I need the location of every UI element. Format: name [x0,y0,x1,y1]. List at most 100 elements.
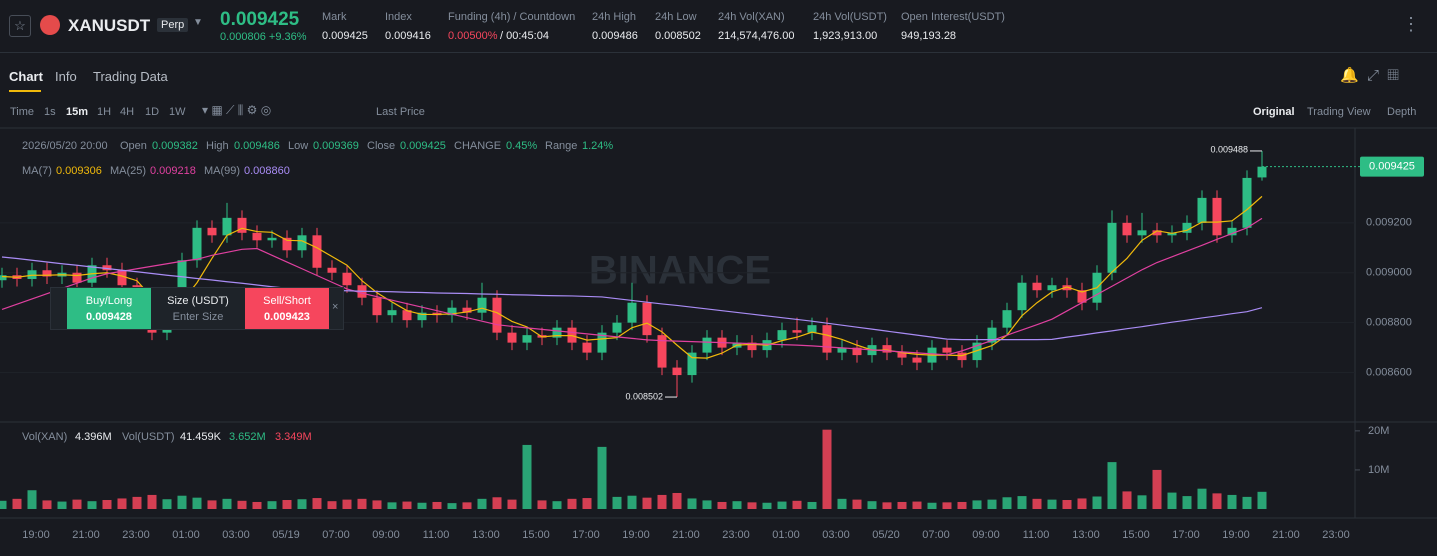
top-bar: ☆ XANUSDT Perp ▼ 0.009425 0.000806 +9.36… [0,0,1437,53]
volume-bar [1242,496,1252,509]
volume-bar [942,502,952,509]
volume-bar [177,495,187,509]
x-tick-label: 03:00 [222,529,250,541]
volume-bar [612,496,622,509]
candle-body [792,330,802,333]
interval[interactable]: 15m [66,106,89,118]
candle-body [102,265,112,271]
stat-value: 0.009486 [592,30,638,42]
candle-body [387,310,397,316]
volume-bar [792,500,802,509]
candle-body [372,297,382,316]
interval[interactable]: 1D [145,106,160,118]
candle-body [657,335,667,368]
ma-line [1,195,1263,359]
volume-bar [672,492,682,509]
interval[interactable]: 1s [44,106,56,118]
volume-bar [1062,500,1072,509]
volume-bar [207,500,217,509]
candle-body [702,337,712,353]
candle-body [882,345,892,353]
candle-body [777,330,787,341]
volume-tick-label: 20M [1368,425,1389,437]
ohlc-value: 1.24% [582,140,614,152]
tab[interactable]: Chart [9,69,43,84]
interval[interactable]: 1W [169,106,186,118]
candle-body [1122,222,1132,236]
close[interactable]: × [332,301,339,313]
volume-bar [537,500,547,509]
view[interactable]: Original [1253,106,1295,118]
ohlc-label: CHANGE [454,140,502,152]
ohlc-value: 0.45% [506,140,538,152]
x-tick-label: 07:00 [922,529,950,541]
candle-body [552,327,562,338]
favorite[interactable]: ☆ [9,15,31,37]
buy-button[interactable]: Buy/Long 0.009428 [67,288,151,329]
volume-bar [342,499,352,509]
tab[interactable]: Trading Data [93,69,168,84]
candle-body [1107,222,1117,273]
candle-body [312,235,322,268]
view[interactable]: Depth [1387,106,1417,118]
candle-body [1047,285,1057,291]
candle-body [1182,222,1192,233]
ma-value: 0.009306 [56,165,102,177]
volume-bar [402,501,412,509]
candle-body [477,297,487,313]
tool-icons[interactable]: ▾ ▦ ⟋ ⫼ ⚙ ◎ [202,103,272,117]
candle-body [1227,227,1237,236]
x-tick-label: 15:00 [522,529,550,541]
candle-body [522,335,532,343]
icons[interactable]: 🔔 ⤢ ▦ [1340,67,1399,84]
candle-body [327,267,337,273]
candle-body [222,217,232,236]
volume-bar [1227,494,1237,509]
dropdown[interactable]: ▼ [193,17,203,28]
interval[interactable]: Time [10,106,35,118]
stat-label: 24h Vol(USDT) [813,11,887,23]
sell-button[interactable]: Sell/Short 0.009423 [245,288,329,329]
volume-bar [252,501,262,509]
volume-bar [717,501,727,509]
price-type[interactable]: Last Price [376,106,425,118]
volume-bar [747,502,757,509]
stat-value: 0.009425 [322,30,368,42]
candle-body [747,342,757,351]
ohlc-date: 2026/05/20 20:00 [22,140,108,152]
candle-body [987,327,997,343]
size-input[interactable]: Size (USDT) Enter Size [151,288,245,329]
volume-bar [837,498,847,509]
volume-bar [927,502,937,509]
view[interactable]: Trading View [1307,106,1371,118]
more[interactable]: ⋮ [1402,14,1420,34]
tab[interactable]: Info [55,69,77,84]
interval[interactable]: 4H [120,106,135,118]
x-tick-label: 21:00 [1272,529,1300,541]
volume-bar [387,502,397,509]
sell-label: Sell/Short [263,295,311,307]
volume-bar [1092,496,1102,509]
last-price-label: 0.009425 [1369,161,1415,173]
ma-name: MA(7) [22,165,52,177]
stat-label: Open Interest(USDT) [901,11,1005,23]
candle-body [1032,282,1042,291]
stat-value: 949,193.28 [901,30,957,42]
volume-bar [1032,498,1042,509]
volume-bar [267,501,277,509]
x-tick-label: 05/19 [272,529,300,541]
candle-body [897,352,907,358]
x-tick-label: 13:00 [472,529,500,541]
interval[interactable]: 1H [97,106,112,118]
volume-bar [567,498,577,509]
volume-bar [987,499,997,509]
volume-bar [222,498,232,509]
stat-value: 1,923,913.00 [813,30,878,42]
volume-bar [0,500,7,509]
volume-bar [87,501,97,509]
volume-bar [687,498,697,509]
stat-label: 24h High [592,11,637,23]
volume-legend-item: Vol(USDT) [122,431,175,443]
symbol[interactable]: XANUSDT [68,16,151,35]
